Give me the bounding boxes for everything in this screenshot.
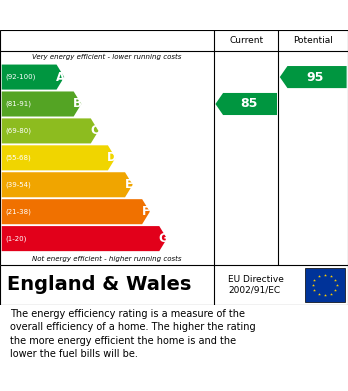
- Text: (69-80): (69-80): [5, 128, 31, 134]
- Text: (21-38): (21-38): [5, 208, 31, 215]
- Text: Not energy efficient - higher running costs: Not energy efficient - higher running co…: [32, 255, 182, 262]
- Polygon shape: [2, 65, 64, 90]
- Text: England & Wales: England & Wales: [7, 276, 191, 294]
- Polygon shape: [2, 199, 150, 224]
- Text: G: G: [158, 232, 168, 245]
- Polygon shape: [280, 66, 347, 88]
- Text: 95: 95: [307, 70, 324, 84]
- Text: F: F: [142, 205, 150, 218]
- Text: Very energy efficient - lower running costs: Very energy efficient - lower running co…: [32, 54, 182, 60]
- Polygon shape: [2, 172, 133, 197]
- Text: C: C: [90, 124, 99, 137]
- Polygon shape: [2, 91, 81, 117]
- Text: (1-20): (1-20): [5, 235, 26, 242]
- Text: EU Directive
2002/91/EC: EU Directive 2002/91/EC: [228, 275, 284, 295]
- Text: (81-91): (81-91): [5, 101, 31, 107]
- Text: A: A: [56, 70, 65, 84]
- Text: D: D: [107, 151, 117, 164]
- Polygon shape: [2, 226, 167, 251]
- Text: Potential: Potential: [293, 36, 333, 45]
- Text: (92-100): (92-100): [5, 74, 35, 80]
- Polygon shape: [2, 118, 98, 143]
- Text: (55-68): (55-68): [5, 154, 31, 161]
- Bar: [304, 268, 345, 302]
- Text: (39-54): (39-54): [5, 181, 31, 188]
- Polygon shape: [2, 145, 116, 170]
- Text: Current: Current: [229, 36, 263, 45]
- Text: E: E: [125, 178, 133, 191]
- Polygon shape: [215, 93, 277, 115]
- Text: The energy efficiency rating is a measure of the
overall efficiency of a home. T: The energy efficiency rating is a measur…: [10, 309, 256, 359]
- Text: 85: 85: [240, 97, 257, 111]
- Text: B: B: [73, 97, 82, 111]
- Text: Energy Efficiency Rating: Energy Efficiency Rating: [10, 7, 220, 23]
